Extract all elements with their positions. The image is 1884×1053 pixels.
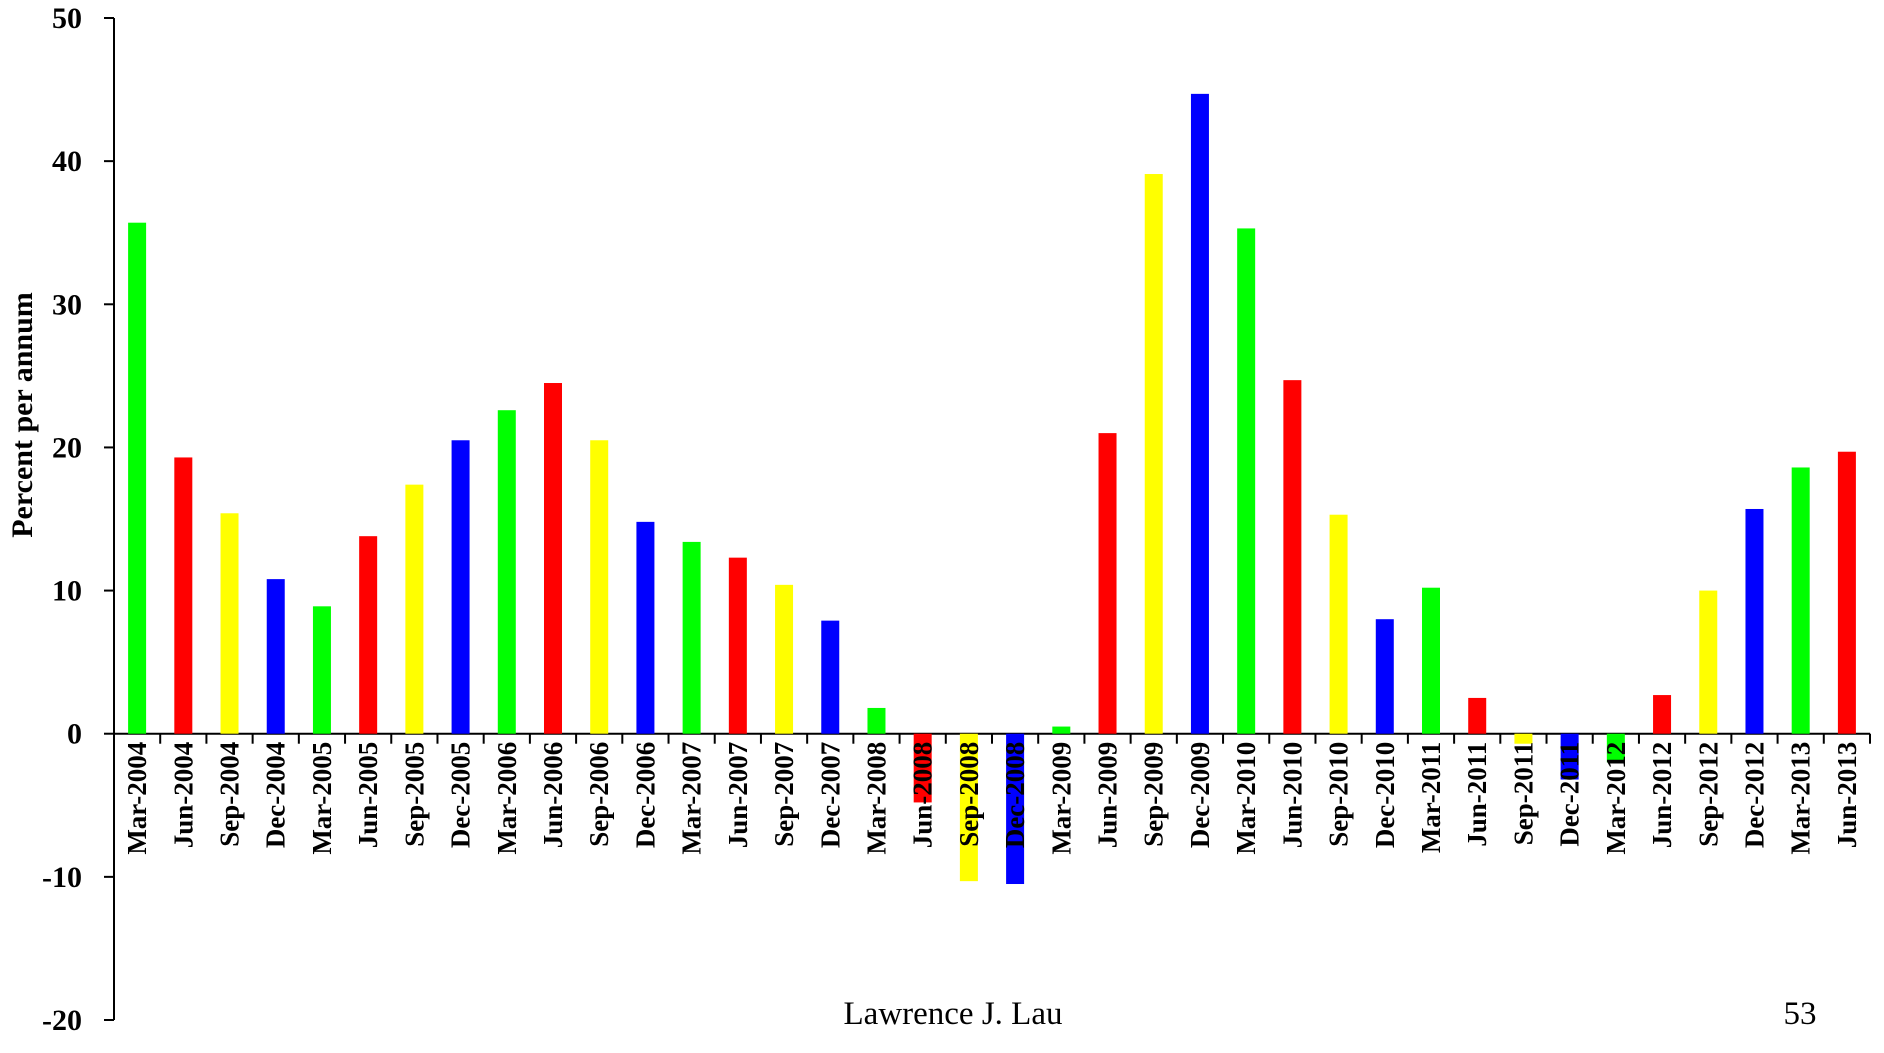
bar [1329,514,1348,734]
bar [128,222,147,734]
bar [913,733,932,803]
bar [775,584,794,734]
x-category-label: Jun-2004 [168,742,198,849]
bar [959,733,978,882]
bar [312,606,331,734]
x-category-label: Mar-2011 [1416,742,1446,853]
bar [1006,733,1025,885]
y-axis-title: Percent per annum [6,292,39,538]
x-category-label: Sep-2011 [1508,742,1538,846]
y-tick-label: 30 [52,288,82,321]
bar [1745,508,1764,734]
bar [497,410,516,734]
x-category-label: Mar-2006 [492,742,522,855]
x-category-label: Jun-2006 [538,742,568,849]
bar [544,383,562,734]
x-category-label: Sep-2012 [1693,742,1723,847]
bar [867,707,886,734]
bar [266,579,285,734]
bar [359,536,378,734]
x-category-label: Sep-2004 [215,742,245,847]
bar [1375,619,1394,734]
x-category-label: Dec-2007 [815,742,845,848]
bar [682,541,701,734]
y-tick-labels: -20 -10 0 10 20 30 40 50 [42,2,82,1037]
x-category-label: Mar-2013 [1786,742,1816,855]
bar [1190,93,1209,734]
bar [1237,228,1256,734]
bar [451,440,470,734]
x-category-label: Jun-2008 [908,742,938,849]
y-tick-label: -10 [42,861,82,894]
bar [1422,587,1440,734]
bar [1837,451,1856,734]
y-tick-label: 40 [52,145,82,178]
x-category-label: Jun-2009 [1093,742,1123,849]
x-category-label: Jun-2005 [353,742,383,849]
bar [1052,726,1071,734]
x-category-label: Sep-2008 [954,742,984,847]
bar [1791,467,1810,734]
bar [728,557,747,734]
x-category-label: Dec-2011 [1555,742,1585,847]
bar [1653,695,1672,734]
y-tick-label: 50 [52,2,82,35]
x-category-label: Dec-2006 [630,742,660,848]
x-category-label: Dec-2012 [1739,742,1769,848]
x-category-label: Dec-2008 [1000,742,1030,848]
x-category-label: Mar-2005 [307,742,337,855]
x-category-label: Sep-2007 [769,742,799,847]
x-category-label: Dec-2009 [1185,742,1215,848]
bar [1560,733,1579,780]
x-category-label: Jun-2010 [1277,742,1307,849]
bar [1144,174,1163,734]
x-category-label: Jun-2007 [723,742,753,849]
x-category-label: Mar-2010 [1231,742,1261,855]
x-category-label: Mar-2008 [861,742,891,855]
y-tick-label: 0 [67,718,82,751]
x-category-label: Mar-2012 [1601,742,1631,855]
x-category-label: Jun-2013 [1832,742,1862,849]
x-category-labels: Mar-2004 Jun-2004 Sep-2004 Dec-2004 Mar-2005… [122,742,1862,855]
x-category-label: Mar-2007 [677,742,707,855]
bar [1514,733,1533,744]
page-number: 53 [1784,996,1817,1032]
x-category-label: Dec-2005 [446,742,476,848]
x-category-label: Mar-2004 [122,742,152,855]
bar [590,440,609,734]
footer-author: Lawrence J. Lau [844,996,1063,1032]
bar [174,457,193,734]
x-category-label: Sep-2005 [399,742,429,847]
bar [1283,380,1302,734]
x-category-label: Dec-2010 [1370,742,1400,848]
x-category-label: Sep-2009 [1139,742,1169,847]
bar [1606,733,1625,763]
bar [1699,590,1718,734]
chart-axes [104,17,1871,1021]
y-tick-label: -20 [42,1004,82,1037]
bar-series [128,93,1856,885]
y-tick-label: 20 [52,431,82,464]
bar [636,521,655,734]
x-category-label: Jun-2011 [1462,742,1492,847]
bar [1468,697,1487,734]
x-category-label: Sep-2006 [584,742,614,847]
bar [405,484,424,734]
x-category-label: Jun-2012 [1647,742,1677,849]
x-category-label: Dec-2004 [261,742,291,848]
x-category-label: Sep-2010 [1324,742,1354,847]
x-category-label: Mar-2009 [1046,742,1076,855]
bar [220,513,239,734]
bar [1098,433,1117,734]
bar [821,620,840,734]
y-tick-label: 10 [52,575,82,608]
